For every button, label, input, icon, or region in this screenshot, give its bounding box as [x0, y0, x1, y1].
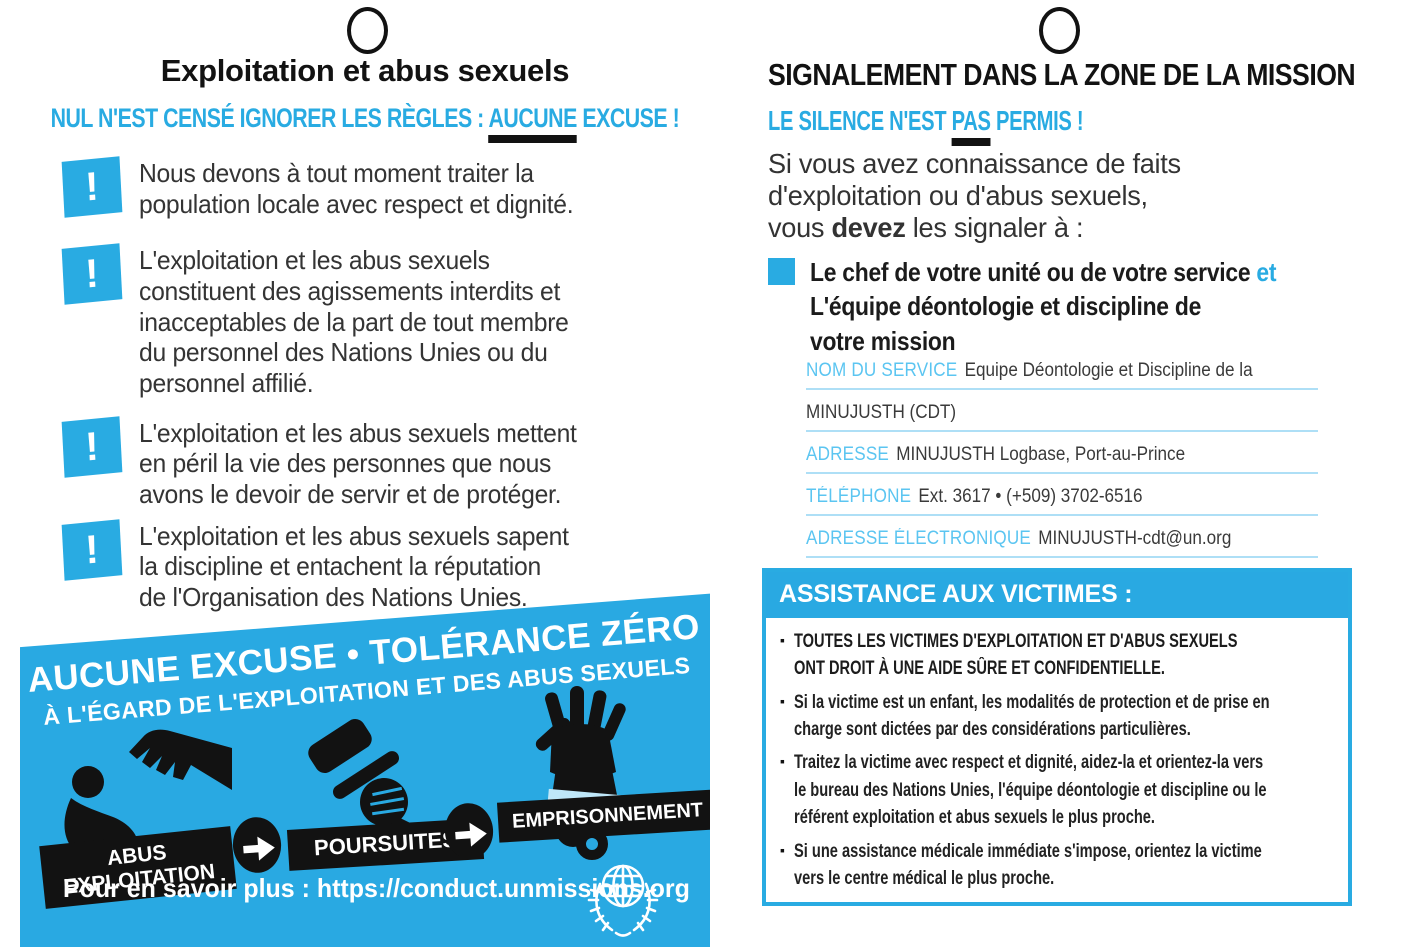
exclamation-glyph: !	[84, 163, 100, 210]
exclamation-icon: !	[61, 415, 123, 478]
headline-pre: NUL N'EST CENSÉ IGNORER LES RÈGLES :	[50, 103, 489, 133]
headline-underlined-word: AUCUNE	[488, 103, 577, 143]
rule-item: ! L'exploitation et les abus sexuels con…	[61, 243, 683, 399]
report-intro-paragraph: Si vous avez connaissance de faits d'exp…	[768, 148, 1194, 245]
assistance-line: charge sont dictées par des considératio…	[794, 719, 1191, 741]
report-and-word: et	[1250, 257, 1277, 287]
field-value: MINUJUSTH Logbase, Port-au-Prince	[896, 444, 1186, 465]
rule-text-line: L'exploitation et les abus sexuels sapen…	[139, 520, 569, 551]
field-label: ADRESSE	[806, 444, 889, 465]
field-label: NOM DU SERVICE	[806, 360, 958, 381]
report-line: L'équipe déontologie et discipline de	[810, 291, 1202, 322]
rule-text-line: du personnel des Nations Unies ou du	[139, 337, 548, 368]
field-value-email-link[interactable]: MINUJUSTH-cdt@un.org	[1038, 528, 1232, 549]
field-row-service-name: NOM DU SERVICE Equipe Déontologie et Disc…	[806, 360, 1318, 390]
square-bullet-icon: ▪	[780, 692, 785, 709]
exclamation-glyph: !	[84, 423, 100, 469]
intro-line-post: les signaler à :	[905, 212, 1084, 244]
headline-post: EXCUSE !	[576, 103, 680, 133]
headline-underlined-word: PAS	[951, 105, 991, 146]
rule-text-line: Nous devons à tout moment traiter la	[139, 158, 534, 188]
square-bullet-icon: ▪	[780, 632, 785, 648]
arrow-icon	[444, 803, 494, 859]
assistance-line: Traitez la victime avec respect et digni…	[794, 752, 1264, 774]
rule-text-line: L'exploitation et les abus sexuels	[139, 245, 490, 276]
field-value: Ext. 3617 • (+509) 3702-6516	[918, 486, 1143, 507]
rule-text-line: population locale avec respect et dignit…	[139, 188, 574, 219]
rule-text-line: inacceptables de la part de tout membre	[139, 306, 569, 337]
assistance-box-body: ▪ TOUTES LES VICTIMES D'EXPLOITATION ET …	[766, 618, 1348, 902]
rule-text-line: constituent des agissements interdits et	[139, 276, 561, 307]
zero-tolerance-banner: AUCUNE EXCUSE • TOLÉRANCE ZÉRO À L'ÉGARD…	[20, 593, 710, 947]
rule-item: ! Nous devons à tout moment traiter la p…	[61, 156, 683, 219]
arrow-icon	[232, 817, 282, 873]
field-label: TÉLÉPHONE	[806, 486, 912, 507]
rule-text-line: en péril la vie des personnes que nous	[139, 448, 552, 479]
victim-assistance-box: ASSISTANCE AUX VICTIMES : ▪ TOUTES LES V…	[762, 568, 1352, 907]
rule-text-line: personnel affilié.	[139, 368, 314, 399]
assistance-bullet: ▪ Traitez la victime avec respect et dig…	[780, 749, 1332, 831]
assistance-bullet: ▪ Si une assistance médicale immédiate s…	[780, 838, 1332, 893]
report-to-block: Le chef de votre unité ou de votre servi…	[768, 255, 1340, 358]
intro-line: d'exploitation ou d'abus sexuels,	[768, 180, 1148, 212]
assistance-line: Si une assistance médicale immédiate s'i…	[794, 840, 1262, 862]
rule-text-line: la discipline et entachent la réputation	[139, 551, 541, 582]
exclamation-glyph: !	[84, 251, 100, 297]
intro-line-pre: vous	[768, 212, 832, 244]
punch-hole-icon	[1039, 7, 1080, 54]
more-info-url-link[interactable]: https://conduct.unmissions.org	[316, 873, 690, 903]
exclamation-icon: !	[61, 243, 123, 306]
rule-text-line: de l'Organisation des Nations Unies.	[139, 582, 528, 613]
exclamation-glyph: !	[84, 526, 100, 572]
headline-pre: LE SILENCE N'EST	[768, 105, 952, 136]
rule-text-line: L'exploitation et les abus sexuels mette…	[139, 417, 577, 448]
assistance-line: Si la victime est un enfant, les modalit…	[794, 691, 1270, 713]
right-panel-title: SIGNALEMENT DANS LA ZONE DE LA MISSION	[768, 57, 1356, 92]
report-line: Le chef de votre unité ou de votre servi…	[810, 255, 1276, 289]
assistance-line: vers le centre médical le plus proche.	[794, 867, 1055, 889]
report-bullet-square-icon	[768, 258, 795, 285]
right-headline: LE SILENCE N'EST PAS PERMIS !	[768, 105, 1084, 146]
field-value: MINUJUSTH (CDT)	[806, 402, 957, 423]
assistance-bullet: ▪ Si la victime est un enfant, les modal…	[780, 689, 1332, 744]
exclamation-icon: !	[61, 156, 123, 218]
rule-item: ! L'exploitation et les abus sexuels met…	[61, 415, 683, 510]
assistance-line: référent exploitation et abus sexuels le…	[794, 807, 1155, 829]
field-row-address: ADRESSE MINUJUSTH Logbase, Port-au-Prince	[806, 444, 1318, 474]
left-headline: NUL N'EST CENSÉ IGNORER LES RÈGLES : AUC…	[20, 103, 710, 143]
report-line: votre mission	[810, 325, 956, 356]
assistance-box-title: ASSISTANCE AUX VICTIMES :	[766, 572, 1348, 618]
field-value: Equipe Déontologie et Discipline de la	[964, 360, 1253, 381]
assistance-bullet: ▪ TOUTES LES VICTIMES D'EXPLOITATION ET …	[780, 628, 1332, 683]
square-bullet-icon: ▪	[780, 753, 785, 770]
headline-post: PERMIS !	[990, 105, 1084, 136]
rule-item: ! L'exploitation et les abus sexuels sap…	[61, 518, 683, 613]
intro-line: vous devez les signaler à :	[768, 212, 1181, 244]
field-row-phone: TÉLÉPHONE Ext. 3617 • (+509) 3702-6516	[806, 486, 1318, 516]
report-line1: Le chef de votre unité ou de votre servi…	[810, 257, 1251, 287]
un-emblem-icon	[587, 864, 659, 937]
rules-list: ! Nous devons à tout moment traiter la p…	[61, 156, 683, 613]
more-info-line: Pour en savoir plus : https://conduct.un…	[63, 873, 690, 904]
more-info-label: Pour en savoir plus :	[63, 873, 310, 903]
assistance-line: ONT DROIT À UNE AIDE SÛRE ET CONFIDENTIE…	[794, 658, 1165, 680]
left-panel-title: Exploitation et abus sexuels	[160, 53, 570, 88]
intro-line: Si vous avez connaissance de faits	[768, 148, 1181, 179]
exclamation-icon: !	[61, 518, 123, 581]
rule-text-line: avons le devoir de servir et de protéger…	[139, 479, 562, 510]
square-bullet-icon: ▪	[780, 841, 785, 858]
punch-hole-icon	[347, 7, 388, 54]
field-label: ADRESSE ÉLECTRONIQUE	[806, 528, 1031, 549]
field-row-service-name-cont: MINUJUSTH (CDT)	[806, 402, 1318, 432]
assistance-line: le bureau des Nations Unies, l'équipe dé…	[794, 779, 1267, 801]
intro-line-bold-word: devez	[831, 212, 906, 244]
contact-fields: NOM DU SERVICE Equipe Déontologie et Disc…	[806, 360, 1318, 570]
assistance-line: TOUTES LES VICTIMES D'EXPLOITATION ET D'…	[794, 631, 1238, 652]
field-row-email: ADRESSE ÉLECTRONIQUE MINUJUSTH-cdt@un.org	[806, 528, 1318, 558]
